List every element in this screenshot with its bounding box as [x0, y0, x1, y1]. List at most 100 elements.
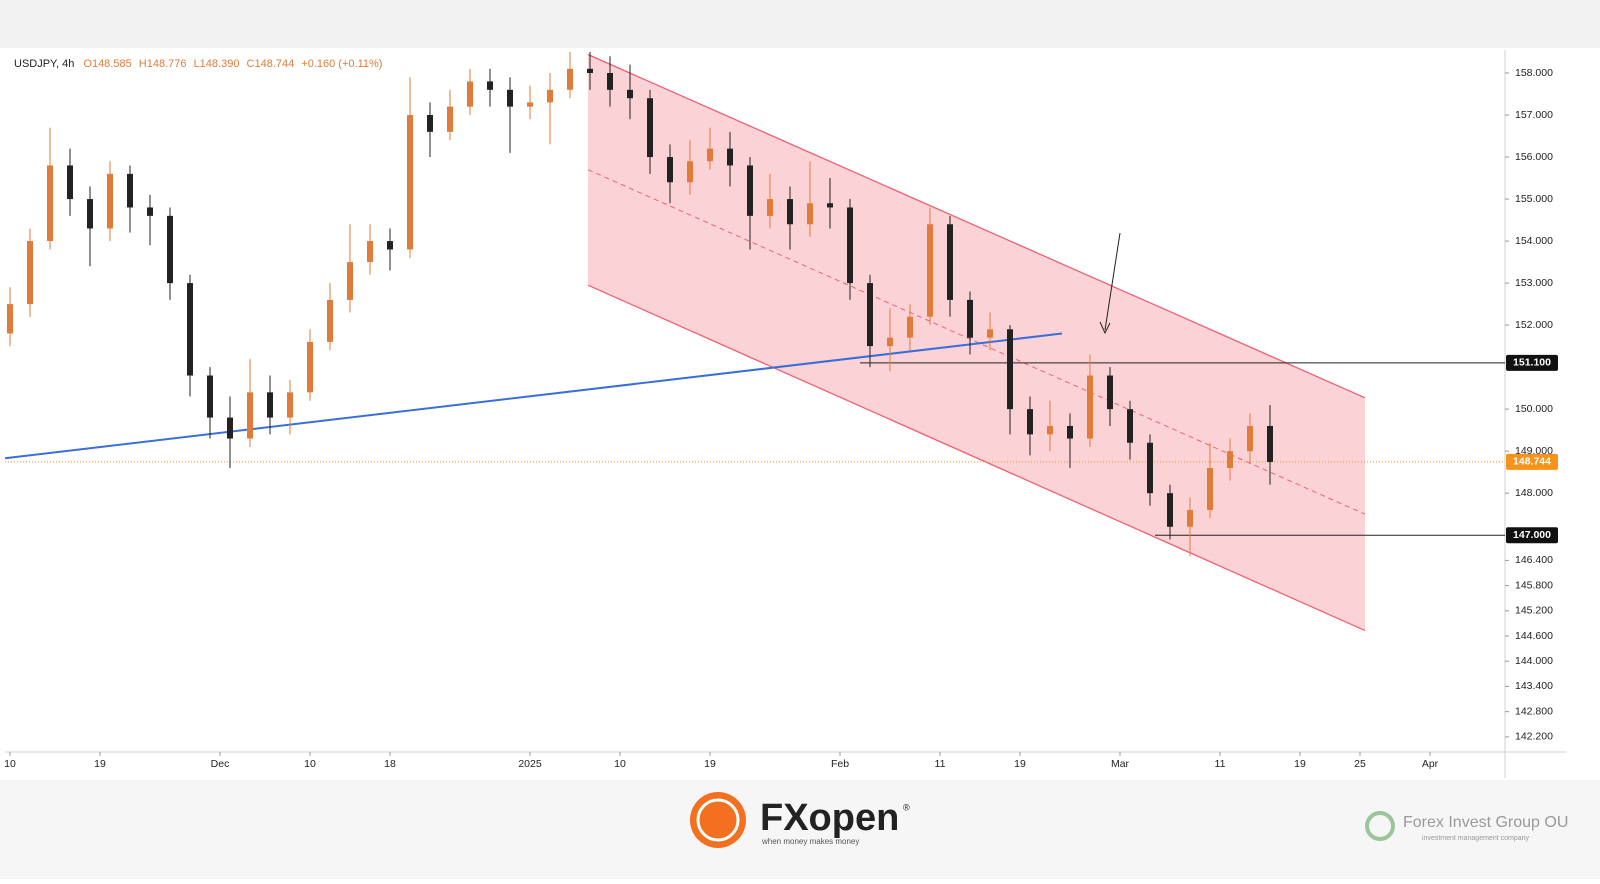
candle-body — [187, 283, 193, 376]
candle-body — [527, 102, 533, 107]
candle-body — [347, 262, 353, 300]
candle-body — [267, 392, 273, 418]
arrow — [1104, 232, 1121, 331]
candle-body — [27, 241, 33, 305]
y-tick-label: 145.200 — [1515, 605, 1553, 617]
y-tick-label: 153.000 — [1515, 277, 1553, 289]
x-tick-label: 19 — [1294, 758, 1306, 770]
candle-body — [1067, 425, 1073, 439]
x-tick-label: 19 — [94, 758, 106, 770]
x-tick-label: 11 — [1215, 758, 1226, 770]
y-tick-label: 145.800 — [1515, 579, 1553, 591]
y-tick-label: 142.800 — [1515, 705, 1553, 717]
x-tick-label: Dec — [211, 758, 230, 770]
high: H148.776 — [139, 58, 187, 70]
candle-body — [47, 165, 53, 242]
y-tick-label: 157.000 — [1515, 109, 1553, 121]
x-tick-label: Feb — [831, 758, 849, 770]
company-tagline: investment management company — [1422, 835, 1529, 842]
candle-body — [1027, 409, 1033, 435]
candle-body — [427, 115, 433, 132]
candle-body — [1227, 451, 1233, 468]
low: L148.390 — [194, 58, 240, 70]
candle-body — [787, 199, 793, 225]
candle-body — [467, 81, 473, 107]
company: Forex Invest Group OU — [1403, 814, 1568, 831]
candle-body — [127, 173, 133, 208]
candle-body — [67, 165, 73, 200]
candle-body — [307, 341, 313, 393]
candle-body — [687, 161, 693, 183]
tagline: when money makes money — [761, 837, 859, 846]
y-tick-label: 148.000 — [1515, 487, 1553, 499]
candle-body — [747, 165, 753, 216]
channel-upper — [587, 53, 1366, 399]
candle-body — [227, 417, 233, 439]
candle-body — [1007, 329, 1013, 410]
candle-body — [567, 68, 573, 90]
candle-body — [887, 337, 893, 347]
candle-body — [987, 329, 993, 338]
candle-body — [1047, 425, 1053, 435]
candle-body — [287, 392, 293, 418]
y-tick-label: 154.000 — [1515, 235, 1553, 247]
y-tick-label: 152.000 — [1515, 319, 1553, 331]
y-tick-label: 156.000 — [1515, 151, 1553, 163]
candle-body — [707, 148, 713, 162]
open: O148.585 — [83, 58, 131, 70]
candle-body — [847, 207, 853, 284]
company-icon — [1365, 811, 1395, 841]
candle-body — [607, 73, 613, 90]
level-label-box — [1506, 527, 1558, 544]
level-label-box — [1506, 354, 1558, 371]
candle-body — [87, 199, 93, 229]
candle-body — [1207, 467, 1213, 510]
candle-body — [1147, 442, 1153, 494]
candle-body — [1247, 425, 1253, 452]
candle-body — [367, 241, 373, 263]
candle-body — [867, 283, 873, 347]
y-tick-label: 146.400 — [1515, 554, 1553, 566]
candle-body — [727, 148, 733, 166]
y-tick-label: 143.400 — [1515, 680, 1553, 692]
x-tick-label: 10 — [4, 758, 16, 770]
y-tick-label: 158.000 — [1515, 67, 1553, 79]
candle-body — [647, 98, 653, 158]
channel-lower — [587, 284, 1366, 632]
candle-body — [587, 68, 593, 74]
candle-body — [667, 157, 673, 183]
y-tick-label: 150.000 — [1515, 403, 1553, 415]
candle-body — [1127, 409, 1133, 443]
candle-body — [1187, 509, 1193, 527]
header: USDJPY, 4h O148.585 H148.776 L148.390 C1… — [14, 58, 382, 70]
top-strip — [0, 0, 1600, 48]
y-tick-label: 142.200 — [1515, 731, 1553, 743]
level-label: 147.000 — [1513, 529, 1551, 541]
channel-middle — [587, 169, 1366, 515]
candle-body — [1167, 493, 1173, 527]
level-label: 151.100 — [1513, 357, 1551, 369]
candle-body — [507, 89, 513, 107]
last-price-box — [1506, 453, 1558, 470]
candle-body — [947, 224, 953, 300]
logo-mark: ® — [903, 802, 910, 812]
change: +0.160 (+0.11%) — [301, 58, 382, 70]
x-tick-label: 19 — [1014, 758, 1026, 770]
candle-body — [387, 241, 393, 250]
y-tick-label: 144.000 — [1515, 655, 1553, 667]
candle-body — [107, 173, 113, 229]
candle-body — [487, 81, 493, 90]
x-tick-label: Apr — [1422, 758, 1439, 770]
candle-body — [447, 106, 453, 132]
candle-body — [1267, 425, 1273, 462]
candle-body — [807, 203, 813, 225]
candle-body — [167, 215, 173, 284]
candle-body — [407, 115, 413, 250]
x-tick-label: 11 — [935, 758, 946, 770]
close: C148.744 — [247, 58, 295, 70]
arrow-head — [1099, 321, 1111, 335]
candle-body — [327, 299, 333, 342]
candle-body — [247, 392, 253, 439]
candle-body — [767, 199, 773, 216]
